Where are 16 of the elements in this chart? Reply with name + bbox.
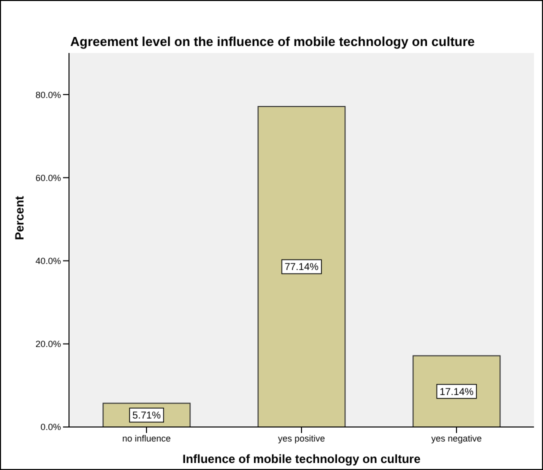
y-tick-label: 40.0% <box>35 256 61 266</box>
x-tick-label: no influence <box>122 433 171 444</box>
y-tick-label: 20.0% <box>35 339 61 350</box>
bar <box>258 106 346 427</box>
x-tick-label: yes positive <box>278 433 326 444</box>
data-label: 17.14% <box>440 386 474 398</box>
y-tick-label: 60.0% <box>35 172 61 183</box>
y-tick-label: 0.0% <box>40 422 61 432</box>
bar <box>412 355 501 427</box>
y-tick-label: 80.0% <box>35 90 61 100</box>
data-label: 5.71% <box>132 410 161 422</box>
y-axis-title: Percent <box>12 196 26 240</box>
x-axis-title: Influence of mobile technology on culture <box>182 452 421 466</box>
x-tick-label: yes negative <box>431 433 482 444</box>
chart-title: Agreement level on the influence of mobile technology on culture <box>69 34 476 49</box>
data-label: 77.14% <box>284 262 319 274</box>
